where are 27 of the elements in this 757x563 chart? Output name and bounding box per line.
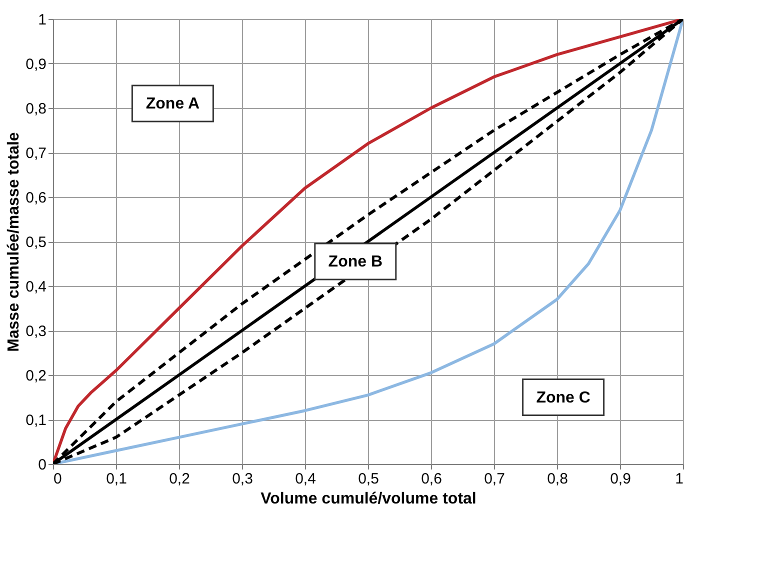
x-tick-label: 0,1 (106, 470, 127, 488)
x-axis-title: Volume cumulé/volume total (260, 490, 476, 508)
y-tick-label: 0,7 (26, 145, 46, 162)
x-tick-label: 0,6 (421, 470, 442, 488)
x-tick-label: 0,7 (484, 470, 505, 488)
annotation: Zone C (536, 389, 591, 406)
x-tick-label: 0 (54, 470, 62, 488)
y-tick-label: 0,4 (26, 278, 46, 296)
y-tick-label: 0,6 (26, 190, 46, 206)
y-axis-title: Masse cumulée/masse totale (6, 132, 23, 352)
y-tick-label: 0 (38, 456, 46, 474)
y-tick-label: 0,2 (26, 368, 46, 384)
x-tick-label: 0,8 (547, 470, 568, 488)
x-tick-label: 0,5 (358, 470, 379, 488)
y-tick-label: 0,1 (26, 412, 46, 429)
y-tick-label: 0,9 (26, 56, 46, 73)
x-tick-label: 0,3 (232, 470, 253, 488)
x-tick-label: 0,4 (295, 470, 316, 488)
y-tick-label: 0,5 (26, 234, 46, 251)
annotation: Zone A (146, 96, 200, 113)
y-tick-label: 1 (38, 12, 46, 28)
y-tick-label: 0,3 (26, 323, 46, 340)
x-tick-label: 0,9 (610, 470, 631, 488)
x-tick-label: 0,2 (169, 470, 190, 488)
x-tick-label: 1 (675, 470, 684, 488)
y-tick-label: 0,8 (26, 100, 46, 118)
annotation: Zone B (328, 254, 383, 271)
